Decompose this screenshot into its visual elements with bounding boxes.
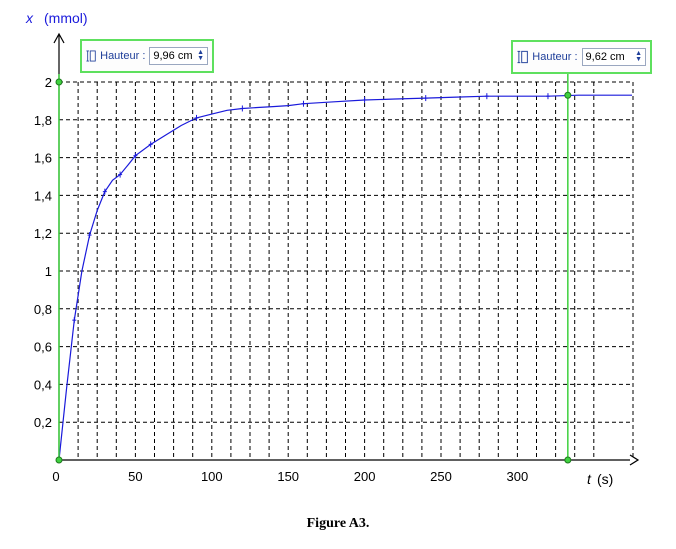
y-tick-label: 0,6 bbox=[34, 340, 52, 355]
y-tick-label: 0,8 bbox=[34, 302, 52, 317]
tick-labels: 0,2 0,4 0,6 0,8 1 1,2 1,4 1,6 1,8 2 0 50 100 150 200 25… bbox=[34, 75, 528, 484]
x-tick-label: 0 bbox=[52, 469, 59, 484]
y-tick-label: 1 bbox=[45, 264, 52, 279]
figure-caption: Figure A3. bbox=[306, 516, 370, 531]
y-tick-label: 1,8 bbox=[34, 113, 52, 128]
y-tick-label: 1,4 bbox=[34, 188, 52, 203]
height-value-field[interactable]: 9,62 cm ▲ ▼ bbox=[581, 48, 646, 66]
x-tick-label: 200 bbox=[354, 469, 376, 484]
endpoint-dot bbox=[564, 91, 572, 99]
y-tick-label: 1,6 bbox=[34, 151, 52, 166]
x-axis-label: t bbox=[587, 471, 592, 487]
y-axis-arrow bbox=[53, 32, 65, 44]
series-line bbox=[58, 94, 632, 461]
y-axis-label: x bbox=[25, 10, 34, 26]
x-tick-label: 100 bbox=[201, 469, 223, 484]
height-box-right: Hauteur : 9,62 cm ▲ ▼ bbox=[511, 40, 652, 74]
x-tick-label: 250 bbox=[430, 469, 452, 484]
height-label: Hauteur : bbox=[100, 50, 146, 62]
y-tick-label: 0,2 bbox=[34, 415, 52, 430]
height-value: 9,62 cm bbox=[585, 51, 625, 63]
spin-down-icon[interactable]: ▼ bbox=[635, 56, 642, 63]
endpoint-dot bbox=[55, 456, 63, 464]
height-box-left: Hauteur : 9,96 cm ▲ ▼ bbox=[80, 39, 214, 73]
x-tick-label: 300 bbox=[507, 469, 529, 484]
height-spinner[interactable]: ▲ ▼ bbox=[635, 50, 642, 63]
x-tick-label: 150 bbox=[277, 469, 299, 484]
vertical-markers bbox=[55, 74, 572, 464]
height-value-field[interactable]: 9,96 cm ▲ ▼ bbox=[149, 47, 208, 65]
data-series bbox=[58, 93, 632, 461]
spin-up-icon[interactable]: ▲ bbox=[635, 50, 642, 57]
x-axis-arrow bbox=[629, 454, 640, 466]
height-icon bbox=[517, 50, 528, 64]
y-tick-label: 1,2 bbox=[34, 226, 52, 241]
height-icon bbox=[86, 50, 96, 62]
spin-up-icon[interactable]: ▲ bbox=[197, 49, 204, 56]
spin-down-icon[interactable]: ▼ bbox=[197, 55, 204, 62]
x-axis-unit: (s) bbox=[597, 471, 613, 487]
endpoint-dot bbox=[564, 456, 572, 464]
grid bbox=[59, 81, 634, 460]
height-label: Hauteur : bbox=[532, 51, 578, 63]
y-axis-unit: (mmol) bbox=[44, 10, 88, 26]
height-value: 9,96 cm bbox=[153, 50, 193, 62]
endpoint-dot bbox=[55, 78, 63, 86]
x-tick-label: 50 bbox=[128, 469, 142, 484]
y-tick-label: 0,4 bbox=[34, 377, 52, 392]
height-spinner[interactable]: ▲ ▼ bbox=[197, 49, 204, 62]
y-tick-label: 2 bbox=[45, 75, 52, 90]
